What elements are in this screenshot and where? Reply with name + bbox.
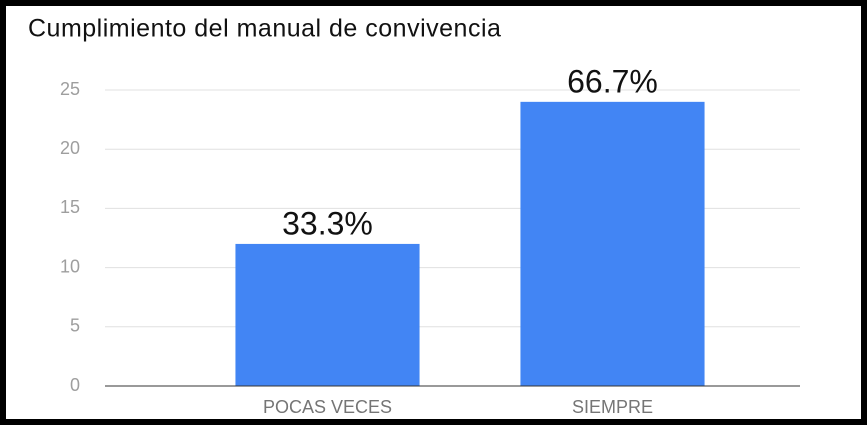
y-tick-label: 5 (70, 316, 80, 336)
chart-title: Cumplimiento del manual de convivencia (28, 15, 501, 43)
x-tick-label: POCAS VECES (263, 397, 392, 417)
y-tick-label: 10 (60, 256, 80, 276)
y-tick-label: 25 (60, 79, 80, 99)
y-tick-label: 15 (60, 197, 80, 217)
y-tick-label: 0 (70, 375, 80, 395)
bar (235, 243, 420, 386)
y-tick-label: 20 (60, 138, 80, 158)
x-tick-label: SIEMPRE (572, 397, 653, 417)
data-label: 33.3% (282, 205, 373, 241)
bar (520, 101, 705, 386)
data-label: 66.7% (567, 63, 658, 99)
